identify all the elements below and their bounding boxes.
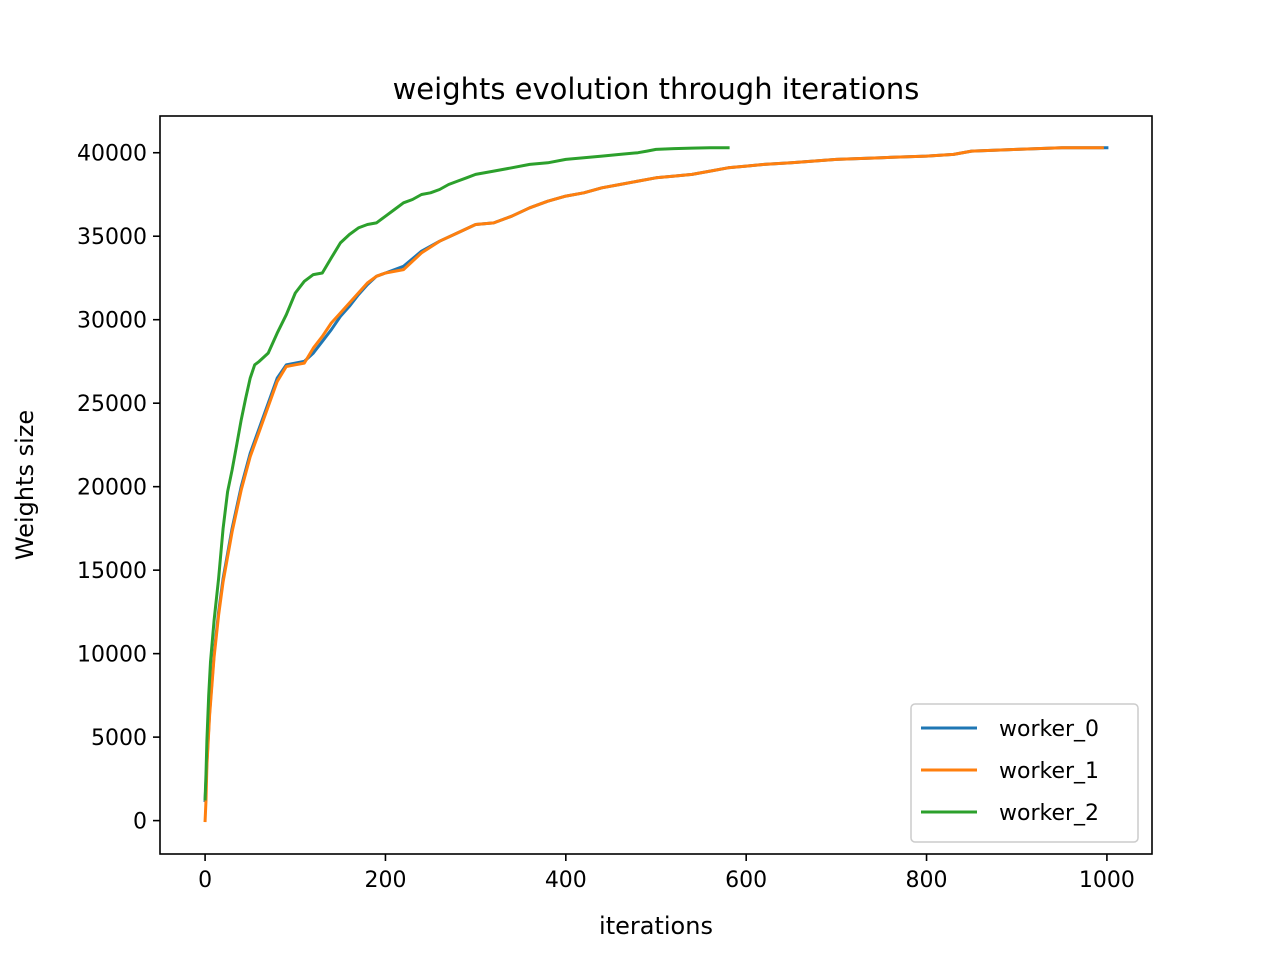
axes-frame [159,115,1153,855]
y-tick-label: 20000 [77,476,147,501]
y-tick-label: 15000 [77,559,147,584]
x-axis-label: iterations [599,912,713,940]
series-lines [203,146,1109,823]
x-axis-ticks: 0 200 400 600 800 1000 [198,854,1135,893]
y-tick-label: 10000 [77,643,147,668]
x-tick-label: 400 [545,868,587,893]
y-tick-label: 0 [133,810,147,835]
x-tick-label: 600 [725,868,767,893]
y-tick-label: 30000 [77,309,147,334]
series-line-worker_1 [203,146,1104,823]
y-tick-label: 5000 [91,726,147,751]
legend-label-worker_1: worker_1 [999,759,1099,784]
x-tick-label: 1000 [1079,868,1135,893]
legend-box [910,703,1139,843]
y-tick-label: 40000 [77,142,147,167]
legend-items: worker_0 worker_1 worker_2 [921,717,1099,826]
y-tick-label: 25000 [77,392,147,417]
x-tick-label: 800 [906,868,948,893]
series-line-worker_2 [203,146,730,801]
x-tick-label: 0 [198,868,212,893]
x-tick-label: 200 [364,868,406,893]
legend-label-worker_2: worker_2 [999,801,1099,826]
y-axis-label: Weights size [11,410,39,560]
legend-label-worker_0: worker_0 [999,717,1099,742]
plot-area [159,115,1153,855]
y-axis-ticks: 0 5000 10000 15000 20000 25000 30000 35000 40000 [77,142,160,835]
chart-title: weights evolution through iterations [393,72,920,106]
legend: worker_0 worker_1 worker_2 [910,703,1139,843]
y-tick-label: 35000 [77,225,147,250]
